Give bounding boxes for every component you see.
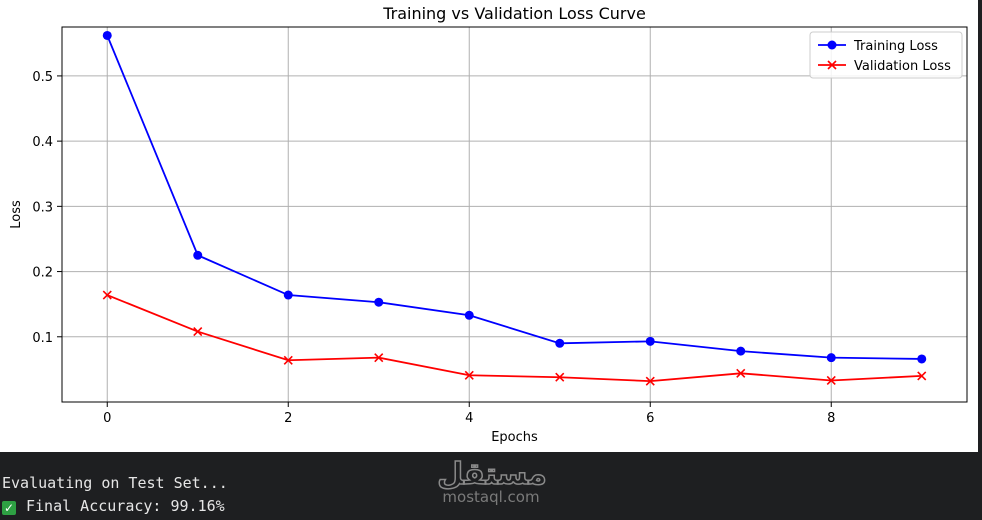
watermark: مستقل mostaql.com: [430, 454, 560, 514]
window-edge: [978, 0, 982, 520]
legend-marker-validation-loss: [827, 60, 837, 70]
series-line-validation-loss: [106, 294, 922, 383]
validation-loss-point: [193, 326, 203, 337]
chart-title: Training vs Validation Loss Curve: [382, 4, 646, 23]
training-loss-point: [555, 338, 565, 348]
legend: Training Loss Validation Loss: [809, 31, 963, 79]
y-axis-label: Loss: [9, 200, 24, 229]
console-line-accuracy: ✓ Final Accuracy: 99.16%: [2, 497, 225, 515]
loss-chart: 0 2 4 6 8 0.1 0.2 0.3 0.4 0.5 Training vs Validat…: [9, 4, 968, 445]
check-icon: ✓: [2, 501, 16, 515]
watermark-text: mostaql.com: [442, 488, 540, 506]
validation-loss-point: [645, 376, 655, 386]
training-loss-point: [102, 30, 112, 40]
legend-label-validation-loss: Validation Loss: [854, 59, 951, 74]
output-console: Evaluating on Test Set... ✓ Final Accurac…: [0, 452, 978, 520]
series-line-training-loss: [106, 35, 922, 360]
x-axis-label: Epochs: [491, 430, 538, 445]
watermark-logo: مستقل: [436, 456, 547, 493]
y-tick-label: 0.4: [32, 135, 53, 150]
x-tick-label: 8: [827, 411, 835, 426]
training-loss-point: [464, 310, 474, 320]
training-loss-point: [645, 336, 655, 346]
x-tick-label: 0: [103, 411, 111, 426]
training-loss-point: [736, 346, 746, 356]
training-loss-point: [283, 290, 293, 300]
validation-loss-point: [102, 290, 112, 300]
accuracy-text: Final Accuracy: 99.16%: [26, 497, 225, 515]
training-loss-point: [374, 297, 384, 307]
validation-loss-point: [464, 370, 474, 380]
y-tick-label: 0.3: [32, 200, 53, 215]
plot-frame: [61, 26, 968, 403]
validation-loss-point: [374, 353, 384, 363]
validation-loss-point: [555, 372, 565, 382]
y-tick-label: 0.2: [32, 266, 53, 281]
training-loss-point: [193, 250, 203, 260]
x-tick-label: 4: [465, 411, 473, 426]
x-tick-label: 2: [284, 411, 292, 426]
training-loss-point: [917, 354, 927, 364]
legend-label-training-loss: Training Loss: [853, 39, 938, 54]
console-line-evaluating: Evaluating on Test Set...: [2, 474, 228, 492]
validation-loss-point: [283, 355, 293, 365]
y-tick-label: 0.5: [32, 70, 53, 85]
validation-loss-point: [917, 371, 927, 381]
legend-marker-training-loss: [827, 40, 837, 50]
y-tick-label: 0.1: [32, 331, 53, 346]
training-loss-point: [826, 353, 836, 363]
x-tick-label: 6: [646, 411, 654, 426]
validation-loss-point: [826, 375, 836, 386]
svg-text:مستقل: مستقل: [437, 457, 547, 492]
validation-loss-point: [736, 368, 746, 378]
legend-box: [809, 31, 963, 79]
